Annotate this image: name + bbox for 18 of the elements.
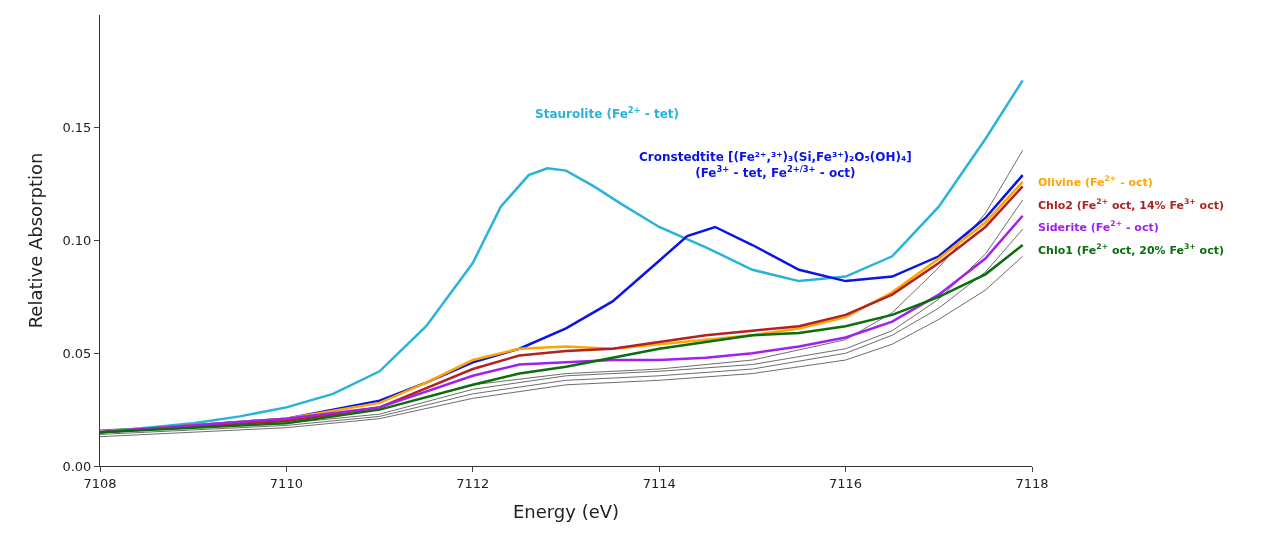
series-label: Chlo2 (Fe$^{2+}$ oct, 14% Fe$^{3+}$ oct)	[1038, 197, 1224, 212]
y-tick-label: 0.00	[62, 458, 92, 474]
series-label: Chlo1 (Fe$^{2+}$ oct, 20% Fe$^{3+}$ oct)	[1038, 242, 1224, 257]
y-tick-label: 0.10	[62, 233, 92, 249]
text: Staurolite (Fe$^{2+}$ - tet)	[535, 105, 680, 122]
y-tick-label: 0.05	[62, 345, 92, 361]
x-tick-label: 7118	[1015, 475, 1049, 491]
x-tick-label: 7110	[269, 475, 303, 491]
series-label: Olivine (Fe$^{2+}$ - oct)	[1038, 174, 1153, 189]
x-tick-label: 7116	[829, 475, 863, 491]
x-tick-label: 7112	[456, 475, 490, 491]
text: Cronstedtite [(Fe²⁺,³⁺)₃(Si,Fe³⁺)₂O₅(OH)₄] (Fe$^{3+}$ - tet, Fe$^{2+/3+}$ - oct)	[639, 150, 912, 180]
y-axis-title: Relative Absorption	[24, 152, 46, 329]
y-tick-label: 0.15	[62, 120, 92, 136]
series-label: Siderite (Fe$^{2+}$ - oct)	[1038, 219, 1159, 234]
x-tick-label: 7108	[83, 475, 117, 491]
x-tick-label: 7114	[642, 475, 676, 491]
x-axis-title: Energy (eV)	[512, 500, 620, 522]
